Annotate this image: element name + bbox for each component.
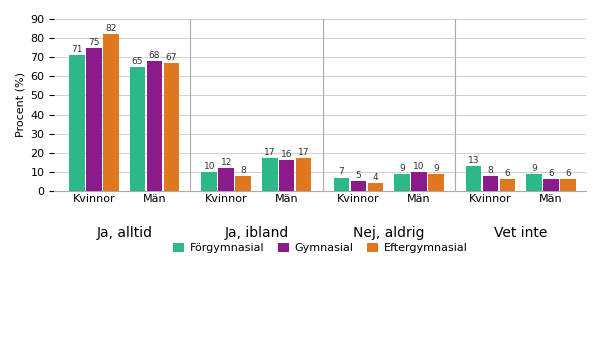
Bar bbox=[147, 61, 162, 191]
Text: 10: 10 bbox=[413, 162, 425, 171]
Bar bbox=[130, 67, 145, 191]
Bar bbox=[411, 172, 427, 191]
Text: 9: 9 bbox=[433, 163, 439, 172]
Bar bbox=[466, 166, 481, 191]
Bar bbox=[428, 174, 444, 191]
Text: 67: 67 bbox=[166, 53, 177, 62]
Bar bbox=[334, 177, 349, 191]
Bar bbox=[218, 168, 234, 191]
Bar bbox=[103, 34, 119, 191]
Legend: Förgymnasial, Gymnasial, Eftergymnasial: Förgymnasial, Gymnasial, Eftergymnasial bbox=[169, 238, 472, 258]
Text: 6: 6 bbox=[565, 169, 571, 178]
Text: 17: 17 bbox=[264, 148, 275, 157]
Text: 9: 9 bbox=[531, 163, 537, 172]
Bar bbox=[262, 158, 278, 191]
Bar bbox=[500, 180, 516, 191]
Bar bbox=[236, 176, 251, 191]
Text: 4: 4 bbox=[373, 173, 378, 182]
Text: 82: 82 bbox=[105, 24, 117, 33]
Bar bbox=[69, 55, 85, 191]
Y-axis label: Procent (%): Procent (%) bbox=[15, 72, 25, 138]
Bar bbox=[296, 158, 311, 191]
Text: 7: 7 bbox=[338, 167, 344, 176]
Text: 16: 16 bbox=[281, 150, 293, 159]
Bar bbox=[201, 172, 217, 191]
Text: 68: 68 bbox=[148, 51, 160, 60]
Text: 65: 65 bbox=[132, 57, 143, 66]
Bar bbox=[350, 181, 366, 191]
Text: 75: 75 bbox=[88, 37, 100, 46]
Text: 8: 8 bbox=[240, 166, 246, 175]
Text: 5: 5 bbox=[356, 171, 361, 180]
Text: 6: 6 bbox=[505, 169, 510, 178]
Bar bbox=[483, 176, 498, 191]
Bar bbox=[279, 160, 294, 191]
Bar bbox=[163, 63, 179, 191]
Text: 71: 71 bbox=[72, 45, 83, 54]
Bar bbox=[560, 180, 576, 191]
Text: 17: 17 bbox=[298, 148, 310, 157]
Bar bbox=[543, 180, 559, 191]
Text: 9: 9 bbox=[399, 163, 404, 172]
Text: 6: 6 bbox=[548, 169, 554, 178]
Text: 8: 8 bbox=[488, 166, 493, 175]
Text: 13: 13 bbox=[468, 156, 480, 165]
Bar bbox=[86, 48, 102, 191]
Bar bbox=[394, 174, 410, 191]
Bar bbox=[526, 174, 542, 191]
Text: 10: 10 bbox=[204, 162, 215, 171]
Bar bbox=[368, 183, 383, 191]
Text: 12: 12 bbox=[221, 158, 232, 167]
